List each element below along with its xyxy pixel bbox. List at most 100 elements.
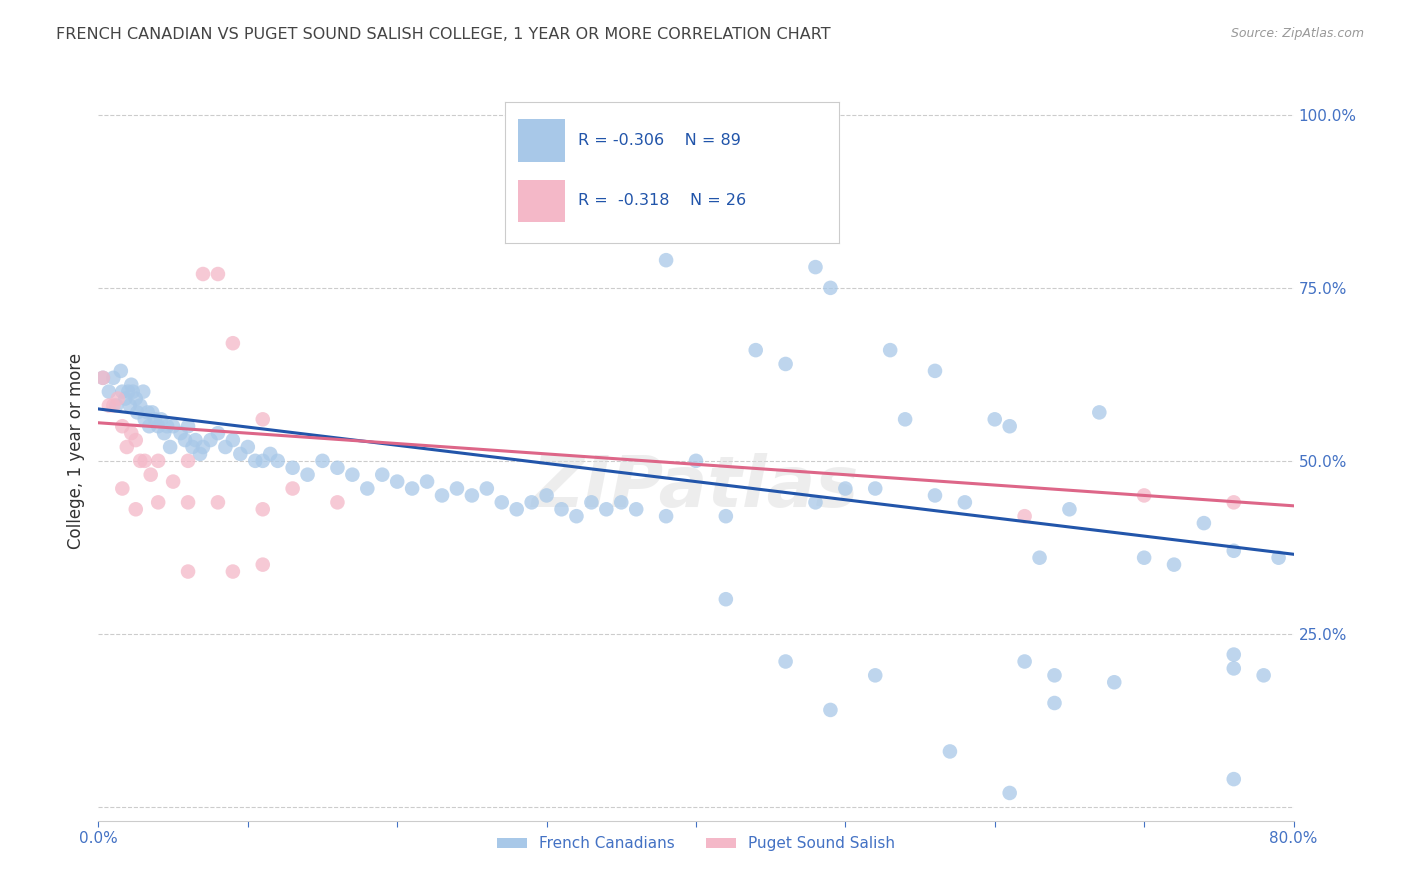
Point	[127, 405, 149, 419]
Point	[1163, 558, 1185, 572]
Point	[138, 419, 160, 434]
Point	[924, 364, 946, 378]
Point	[207, 267, 229, 281]
Point	[148, 495, 170, 509]
Point	[745, 343, 768, 358]
Point	[120, 426, 142, 441]
Point	[184, 433, 207, 447]
Point	[174, 433, 197, 447]
Point	[153, 426, 176, 441]
Point	[97, 399, 120, 413]
Point	[506, 502, 529, 516]
Point	[1028, 550, 1050, 565]
Point	[326, 495, 349, 509]
Point	[939, 744, 962, 758]
Point	[1088, 405, 1111, 419]
Point	[136, 405, 159, 419]
Point	[91, 371, 114, 385]
Point	[141, 405, 163, 419]
Point	[125, 433, 148, 447]
Point	[385, 475, 409, 489]
Point	[105, 399, 128, 413]
Point	[103, 399, 125, 413]
Point	[626, 502, 648, 516]
Point	[401, 482, 423, 496]
Point	[139, 467, 162, 482]
Point	[1223, 648, 1246, 662]
Point	[1223, 772, 1246, 786]
Point	[245, 454, 267, 468]
Point	[775, 357, 797, 371]
Point	[169, 426, 191, 441]
Point	[581, 219, 603, 233]
Point	[461, 488, 484, 502]
Point	[125, 392, 148, 406]
Point	[156, 419, 179, 434]
Point	[1253, 668, 1275, 682]
Point	[110, 364, 132, 378]
Point	[252, 412, 274, 426]
Point	[879, 343, 901, 358]
Point	[177, 565, 200, 579]
Point	[356, 482, 378, 496]
Point	[177, 419, 200, 434]
Point	[775, 655, 797, 669]
Point	[685, 454, 707, 468]
Point	[111, 384, 134, 399]
Text: FRENCH CANADIAN VS PUGET SOUND SALISH COLLEGE, 1 YEAR OR MORE CORRELATION CHART: FRENCH CANADIAN VS PUGET SOUND SALISH CO…	[56, 27, 831, 42]
Point	[281, 460, 304, 475]
Point	[1192, 516, 1215, 530]
Point	[714, 592, 737, 607]
Point	[834, 482, 856, 496]
Point	[200, 433, 222, 447]
Point	[1267, 550, 1289, 565]
Point	[550, 502, 572, 516]
Point	[1059, 502, 1081, 516]
Point	[1223, 661, 1246, 675]
Point	[143, 412, 166, 426]
Point	[252, 454, 274, 468]
Point	[714, 509, 737, 524]
Point	[91, 371, 114, 385]
Point	[229, 447, 252, 461]
Point	[865, 668, 887, 682]
Point	[150, 412, 173, 426]
Y-axis label: College, 1 year or more: College, 1 year or more	[66, 352, 84, 549]
Point	[1104, 675, 1126, 690]
Point	[297, 467, 319, 482]
Point	[475, 482, 498, 496]
Point	[111, 482, 134, 496]
Point	[311, 454, 333, 468]
Point	[134, 454, 156, 468]
Point	[520, 495, 543, 509]
Point	[114, 392, 136, 406]
Point	[865, 482, 887, 496]
Point	[820, 281, 842, 295]
Point	[159, 440, 181, 454]
Point	[430, 488, 453, 502]
Point	[148, 454, 170, 468]
Point	[894, 412, 917, 426]
Point	[1223, 543, 1246, 558]
Point	[759, 198, 782, 212]
Point	[177, 454, 200, 468]
Point	[188, 447, 211, 461]
Point	[191, 267, 214, 281]
Point	[207, 426, 229, 441]
Point	[132, 384, 155, 399]
Point	[1014, 509, 1036, 524]
Text: ZIPatlas: ZIPatlas	[533, 453, 859, 522]
Point	[111, 419, 134, 434]
Point	[595, 502, 617, 516]
Text: Source: ZipAtlas.com: Source: ZipAtlas.com	[1230, 27, 1364, 40]
Point	[252, 558, 274, 572]
Point	[162, 475, 184, 489]
Point	[1014, 655, 1036, 669]
Point	[446, 482, 468, 496]
Point	[222, 565, 245, 579]
Point	[1133, 488, 1156, 502]
Point	[1043, 696, 1066, 710]
Point	[267, 454, 290, 468]
Point	[281, 482, 304, 496]
Point	[416, 475, 439, 489]
